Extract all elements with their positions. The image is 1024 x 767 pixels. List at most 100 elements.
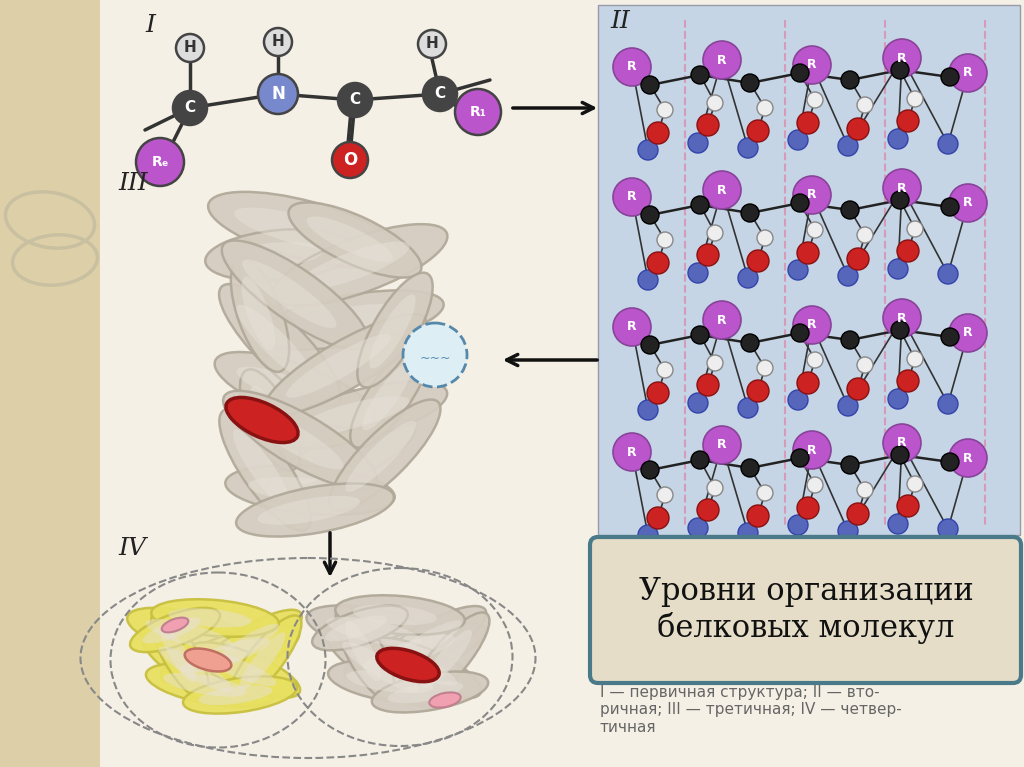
Text: I — первичная структура; II — вто-
ричная; III — третичная; IV — четвер-
тичная: I — первичная структура; II — вто- рична… bbox=[600, 685, 902, 735]
Ellipse shape bbox=[183, 676, 297, 713]
Ellipse shape bbox=[345, 421, 416, 492]
Circle shape bbox=[707, 225, 723, 241]
Text: R: R bbox=[897, 182, 907, 195]
Circle shape bbox=[788, 390, 808, 410]
Circle shape bbox=[641, 461, 659, 479]
Ellipse shape bbox=[342, 642, 419, 693]
Circle shape bbox=[746, 380, 769, 402]
Circle shape bbox=[647, 507, 669, 529]
Circle shape bbox=[688, 263, 708, 283]
Ellipse shape bbox=[222, 241, 369, 350]
Circle shape bbox=[841, 331, 859, 349]
Ellipse shape bbox=[296, 396, 410, 435]
Ellipse shape bbox=[364, 634, 456, 670]
Circle shape bbox=[423, 77, 457, 111]
Ellipse shape bbox=[272, 381, 447, 449]
Ellipse shape bbox=[286, 334, 391, 398]
Ellipse shape bbox=[369, 637, 481, 698]
Circle shape bbox=[691, 451, 709, 469]
Ellipse shape bbox=[345, 621, 381, 681]
Text: R: R bbox=[807, 443, 817, 456]
Circle shape bbox=[657, 102, 673, 118]
Circle shape bbox=[938, 519, 958, 539]
Ellipse shape bbox=[429, 693, 461, 708]
Circle shape bbox=[746, 250, 769, 272]
Ellipse shape bbox=[142, 617, 201, 644]
Circle shape bbox=[891, 446, 909, 464]
Ellipse shape bbox=[219, 409, 310, 531]
Text: R: R bbox=[717, 439, 727, 452]
Circle shape bbox=[807, 222, 823, 238]
Text: R: R bbox=[964, 452, 973, 465]
Circle shape bbox=[838, 266, 858, 286]
Circle shape bbox=[807, 352, 823, 368]
Ellipse shape bbox=[306, 605, 454, 659]
Ellipse shape bbox=[248, 477, 358, 502]
Circle shape bbox=[258, 74, 298, 114]
Circle shape bbox=[793, 431, 831, 469]
Text: I: I bbox=[145, 14, 155, 37]
Circle shape bbox=[703, 301, 741, 339]
Text: IV: IV bbox=[118, 537, 145, 560]
Circle shape bbox=[857, 227, 873, 243]
Ellipse shape bbox=[307, 216, 393, 262]
Circle shape bbox=[941, 453, 959, 471]
Ellipse shape bbox=[374, 606, 486, 678]
Ellipse shape bbox=[282, 304, 403, 337]
Circle shape bbox=[703, 426, 741, 464]
Ellipse shape bbox=[384, 649, 457, 686]
Circle shape bbox=[791, 324, 809, 342]
Ellipse shape bbox=[163, 673, 247, 696]
Ellipse shape bbox=[335, 595, 465, 635]
Circle shape bbox=[757, 360, 773, 376]
Ellipse shape bbox=[422, 630, 472, 688]
Ellipse shape bbox=[179, 638, 269, 673]
Ellipse shape bbox=[237, 483, 394, 537]
Ellipse shape bbox=[226, 397, 298, 443]
Circle shape bbox=[657, 487, 673, 503]
Circle shape bbox=[938, 264, 958, 284]
Ellipse shape bbox=[326, 627, 444, 708]
Circle shape bbox=[657, 362, 673, 378]
Circle shape bbox=[847, 118, 869, 140]
Ellipse shape bbox=[240, 633, 286, 690]
Text: Rₑ: Rₑ bbox=[152, 155, 169, 169]
Circle shape bbox=[641, 76, 659, 94]
Ellipse shape bbox=[169, 608, 251, 627]
Circle shape bbox=[888, 129, 908, 149]
Circle shape bbox=[797, 242, 819, 264]
Ellipse shape bbox=[352, 604, 437, 625]
Text: C: C bbox=[349, 93, 360, 107]
Ellipse shape bbox=[285, 436, 383, 486]
Circle shape bbox=[338, 83, 372, 117]
Circle shape bbox=[741, 204, 759, 222]
Text: R: R bbox=[964, 67, 973, 80]
Ellipse shape bbox=[242, 277, 275, 351]
Circle shape bbox=[891, 321, 909, 339]
Text: N: N bbox=[271, 85, 285, 103]
Circle shape bbox=[741, 74, 759, 92]
Ellipse shape bbox=[289, 202, 422, 278]
Circle shape bbox=[697, 499, 719, 521]
Circle shape bbox=[688, 133, 708, 153]
Circle shape bbox=[949, 314, 987, 352]
Circle shape bbox=[888, 389, 908, 409]
Ellipse shape bbox=[377, 648, 439, 682]
Text: R: R bbox=[717, 183, 727, 196]
Ellipse shape bbox=[350, 342, 430, 448]
Circle shape bbox=[793, 306, 831, 344]
Circle shape bbox=[688, 518, 708, 538]
Ellipse shape bbox=[264, 419, 416, 501]
Text: H: H bbox=[426, 37, 438, 51]
Ellipse shape bbox=[411, 613, 489, 703]
Circle shape bbox=[883, 39, 921, 77]
Circle shape bbox=[791, 194, 809, 212]
Circle shape bbox=[657, 232, 673, 248]
Text: C: C bbox=[184, 100, 196, 116]
Ellipse shape bbox=[327, 617, 422, 647]
Circle shape bbox=[703, 41, 741, 79]
Circle shape bbox=[788, 130, 808, 150]
Circle shape bbox=[707, 355, 723, 371]
Circle shape bbox=[707, 95, 723, 111]
Circle shape bbox=[841, 456, 859, 474]
